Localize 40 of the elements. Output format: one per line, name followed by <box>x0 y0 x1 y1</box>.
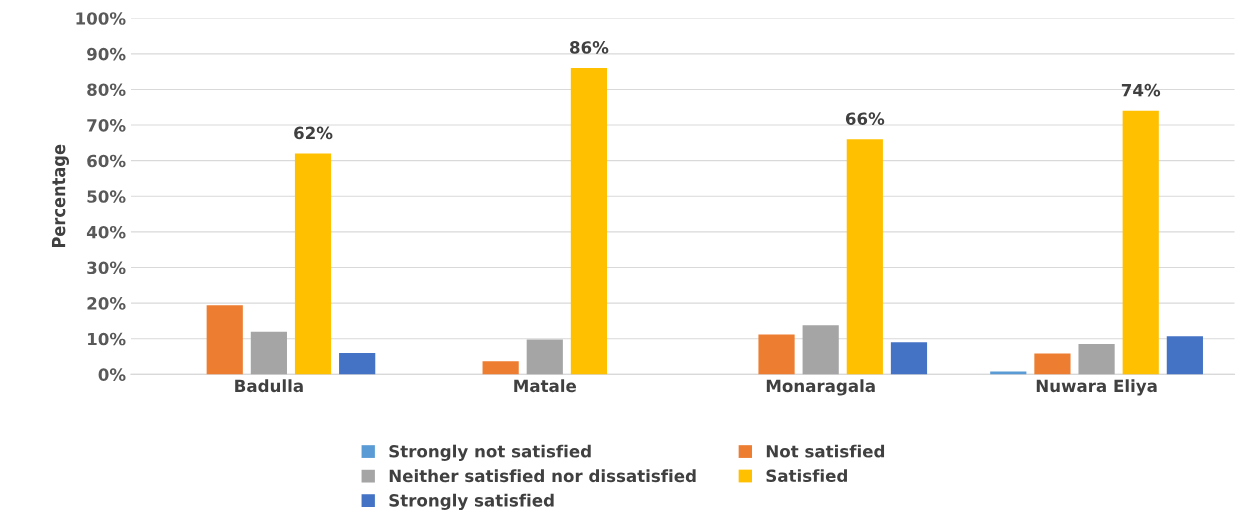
bar <box>294 153 332 375</box>
y-tick-label: 10% <box>88 332 126 346</box>
bar <box>250 331 287 375</box>
x-tick-label: Badulla <box>235 379 303 393</box>
bar <box>802 325 839 375</box>
bar <box>570 68 608 375</box>
data-label: 62% <box>294 126 333 140</box>
legend-label: Satisfied <box>766 469 847 483</box>
x-tick-label: Matale <box>514 379 577 393</box>
bar <box>1122 110 1159 375</box>
y-tick-label: 80% <box>87 83 126 97</box>
bar <box>846 139 883 375</box>
bar <box>526 339 563 375</box>
data-label: 74% <box>1121 83 1161 97</box>
legend-label: Strongly not satisfied <box>389 444 591 461</box>
legend-label: Strongly satisfied <box>389 493 554 510</box>
bar <box>1034 353 1071 375</box>
legend-label: Neither satisfied nor dissatisfied <box>389 469 696 483</box>
y-tick-label: 20% <box>87 297 126 310</box>
x-tick-label: Nuwara Eliya <box>1036 379 1157 396</box>
bar <box>339 353 376 375</box>
y-tick-label: 90% <box>87 47 126 61</box>
legend-label: Not satisfied <box>766 444 885 458</box>
y-tick-label: 40% <box>86 225 126 239</box>
data-label: 86% <box>570 41 609 54</box>
bar <box>890 342 928 375</box>
y-tick-label: 30% <box>87 261 126 275</box>
bar <box>1078 344 1115 375</box>
x-tick-label: Monaragala <box>766 379 875 396</box>
y-tick-label: 100% <box>76 12 126 25</box>
y-axis-title: Percentage <box>51 144 70 248</box>
y-tick-label: 50% <box>87 190 126 203</box>
data-label: 66% <box>845 112 885 125</box>
y-tick-label: 70% <box>87 119 126 132</box>
bar <box>1166 336 1203 375</box>
y-tick-label: 60% <box>87 154 126 168</box>
bar <box>482 361 519 375</box>
bar <box>758 334 795 375</box>
bar <box>206 305 243 375</box>
y-tick-label: 0% <box>98 368 126 381</box>
